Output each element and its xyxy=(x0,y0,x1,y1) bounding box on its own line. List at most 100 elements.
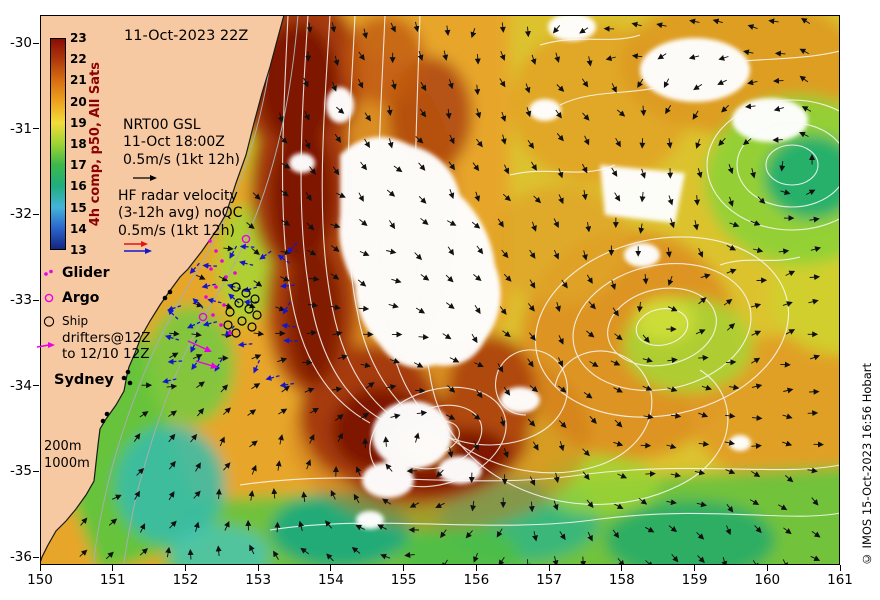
velocity-arrow xyxy=(799,48,809,55)
velocity-arrow xyxy=(718,137,726,147)
glider-marker xyxy=(209,267,213,271)
x-tickmark xyxy=(839,565,841,571)
ship-legend: Ship xyxy=(42,314,88,328)
velocity-arrow xyxy=(783,527,792,535)
velocity-arrow xyxy=(723,298,733,306)
velocity-arrow xyxy=(252,192,261,200)
x-tickmark xyxy=(548,565,550,571)
velocity-arrow xyxy=(191,331,202,338)
velocity-arrow xyxy=(306,22,313,33)
velocity-arrow xyxy=(501,249,509,259)
ship-icon xyxy=(43,315,55,327)
velocity-arrow xyxy=(583,392,593,399)
velocity-arrow xyxy=(444,25,451,36)
glider-marker xyxy=(204,295,208,299)
map-canvas xyxy=(40,15,840,565)
velocity-arrow xyxy=(436,469,444,478)
velocity-arrow xyxy=(742,138,752,146)
velocity-arrow xyxy=(656,22,667,29)
velocity-arrow xyxy=(581,78,589,88)
velocity-arrow xyxy=(393,165,403,173)
velocity-arrow xyxy=(582,112,590,121)
velocity-arrow xyxy=(168,410,178,417)
ship-label: Ship xyxy=(62,314,89,328)
velocity-arrow xyxy=(474,84,481,96)
velocity-arrow xyxy=(335,414,344,421)
velocity-arrow xyxy=(499,22,506,33)
velocity-arrow xyxy=(692,110,699,120)
ship-marker xyxy=(244,304,254,314)
velocity-arrow xyxy=(357,78,364,89)
velocity-arrow xyxy=(420,217,429,225)
colorbar-gradient xyxy=(50,38,66,250)
velocity-arrow xyxy=(253,330,265,337)
velocity-arrow xyxy=(404,552,415,558)
velocity-arrow xyxy=(555,301,561,313)
colorbar-tick: 16 xyxy=(70,179,87,194)
hf-scale-arrows-icon xyxy=(124,241,152,255)
velocity-arrow xyxy=(645,470,656,477)
y-tick-label: -36 xyxy=(9,549,32,565)
velocity-arrow xyxy=(215,545,222,556)
city-label: Sydney xyxy=(54,372,114,388)
velocity-arrow xyxy=(695,329,706,335)
velocity-arrow xyxy=(360,161,368,171)
velocity-arrow xyxy=(558,441,565,452)
velocity-arrow xyxy=(336,192,346,198)
velocity-arrow xyxy=(643,413,654,420)
velocity-arrow xyxy=(801,106,812,112)
velocity-arrow xyxy=(471,333,478,344)
velocity-arrow xyxy=(355,524,365,531)
velocity-arrow xyxy=(696,168,703,179)
velocity-arrow xyxy=(727,164,734,175)
velocity-arrow xyxy=(360,362,371,369)
glider-marker xyxy=(208,239,212,243)
velocity-arrow xyxy=(586,56,593,67)
velocity-arrow xyxy=(582,471,590,481)
velocity-arrow xyxy=(558,335,564,345)
velocity-arrow xyxy=(275,460,282,471)
velocity-arrow xyxy=(782,413,793,420)
hf-radar-arrow xyxy=(202,320,218,327)
velocity-arrow xyxy=(333,55,340,67)
velocity-arrow xyxy=(532,441,539,451)
colorbar-tick: 23 xyxy=(70,31,87,45)
glider-marker xyxy=(219,323,223,327)
city-dot xyxy=(100,418,106,424)
colorbar xyxy=(50,38,66,250)
velocity-arrow xyxy=(331,81,337,92)
velocity-arrow xyxy=(474,361,484,368)
velocity-arrow xyxy=(195,274,206,280)
velocity-arrow xyxy=(385,463,393,472)
velocity-arrow xyxy=(667,195,674,206)
velocity-arrow xyxy=(613,440,624,447)
x-tickmark xyxy=(694,565,696,571)
velocity-arrow xyxy=(502,330,511,338)
velocity-arrow xyxy=(277,112,284,123)
velocity-arrow xyxy=(611,83,617,93)
hf-radar-arrow xyxy=(239,243,255,250)
colorbar-tick: 19 xyxy=(70,115,87,130)
velocity-arrow xyxy=(449,356,460,363)
velocity-arrow xyxy=(750,302,762,309)
city-dot xyxy=(127,380,133,386)
y-tickmark xyxy=(33,470,39,472)
x-tickmark xyxy=(257,565,259,571)
velocity-arrow xyxy=(717,79,727,85)
velocity-arrow xyxy=(524,83,531,94)
velocity-arrow xyxy=(799,75,809,83)
velocity-arrow xyxy=(528,332,536,341)
velocity-arrow xyxy=(503,386,511,396)
velocity-arrow xyxy=(220,384,229,393)
velocity-arrow xyxy=(390,413,401,420)
velocity-arrow xyxy=(589,361,599,367)
velocity-arrow xyxy=(642,385,653,391)
velocity-arrow xyxy=(275,305,286,312)
velocity-arrow xyxy=(729,221,740,228)
velocity-arrow xyxy=(309,166,316,175)
hf-radar-arrow xyxy=(281,322,296,329)
y-tick-label: -31 xyxy=(9,120,32,137)
velocity-arrow xyxy=(364,112,371,122)
velocity-arrow xyxy=(308,275,320,282)
x-tickmark xyxy=(403,565,405,571)
